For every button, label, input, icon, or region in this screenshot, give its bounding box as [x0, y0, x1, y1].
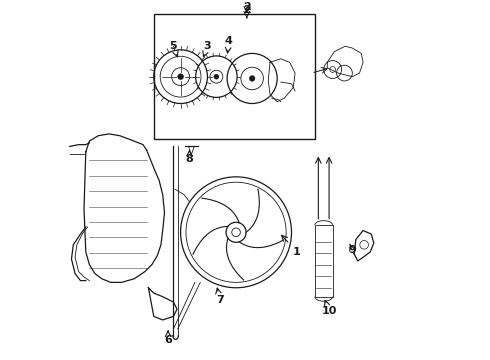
Text: 5: 5	[170, 41, 177, 51]
Bar	[315, 225, 333, 297]
Polygon shape	[148, 288, 177, 320]
Text: 9: 9	[348, 245, 356, 255]
Circle shape	[214, 74, 219, 79]
Polygon shape	[354, 230, 374, 261]
Circle shape	[249, 76, 255, 81]
Text: 8: 8	[186, 154, 194, 164]
Text: 6: 6	[164, 335, 172, 345]
Text: 1: 1	[293, 247, 301, 257]
Polygon shape	[327, 46, 363, 77]
Polygon shape	[84, 134, 165, 282]
Text: 2: 2	[243, 5, 251, 15]
Circle shape	[178, 74, 183, 80]
Text: 3: 3	[204, 41, 211, 51]
Text: 10: 10	[321, 306, 337, 316]
Text: 2: 2	[243, 2, 251, 12]
Bar	[154, 14, 315, 139]
Text: 7: 7	[216, 295, 224, 305]
Text: 4: 4	[225, 36, 233, 46]
